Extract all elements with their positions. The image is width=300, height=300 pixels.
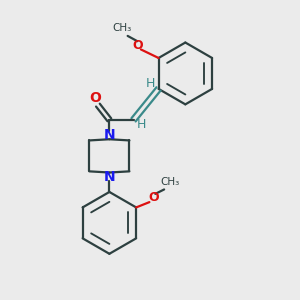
Text: N: N (103, 169, 115, 184)
Text: CH₃: CH₃ (112, 23, 131, 33)
Text: N: N (103, 128, 115, 142)
Text: CH₃: CH₃ (160, 177, 180, 187)
Text: O: O (149, 191, 159, 204)
Text: O: O (132, 39, 143, 52)
Text: H: H (137, 118, 146, 131)
Text: H: H (146, 77, 155, 90)
Text: O: O (90, 91, 101, 105)
